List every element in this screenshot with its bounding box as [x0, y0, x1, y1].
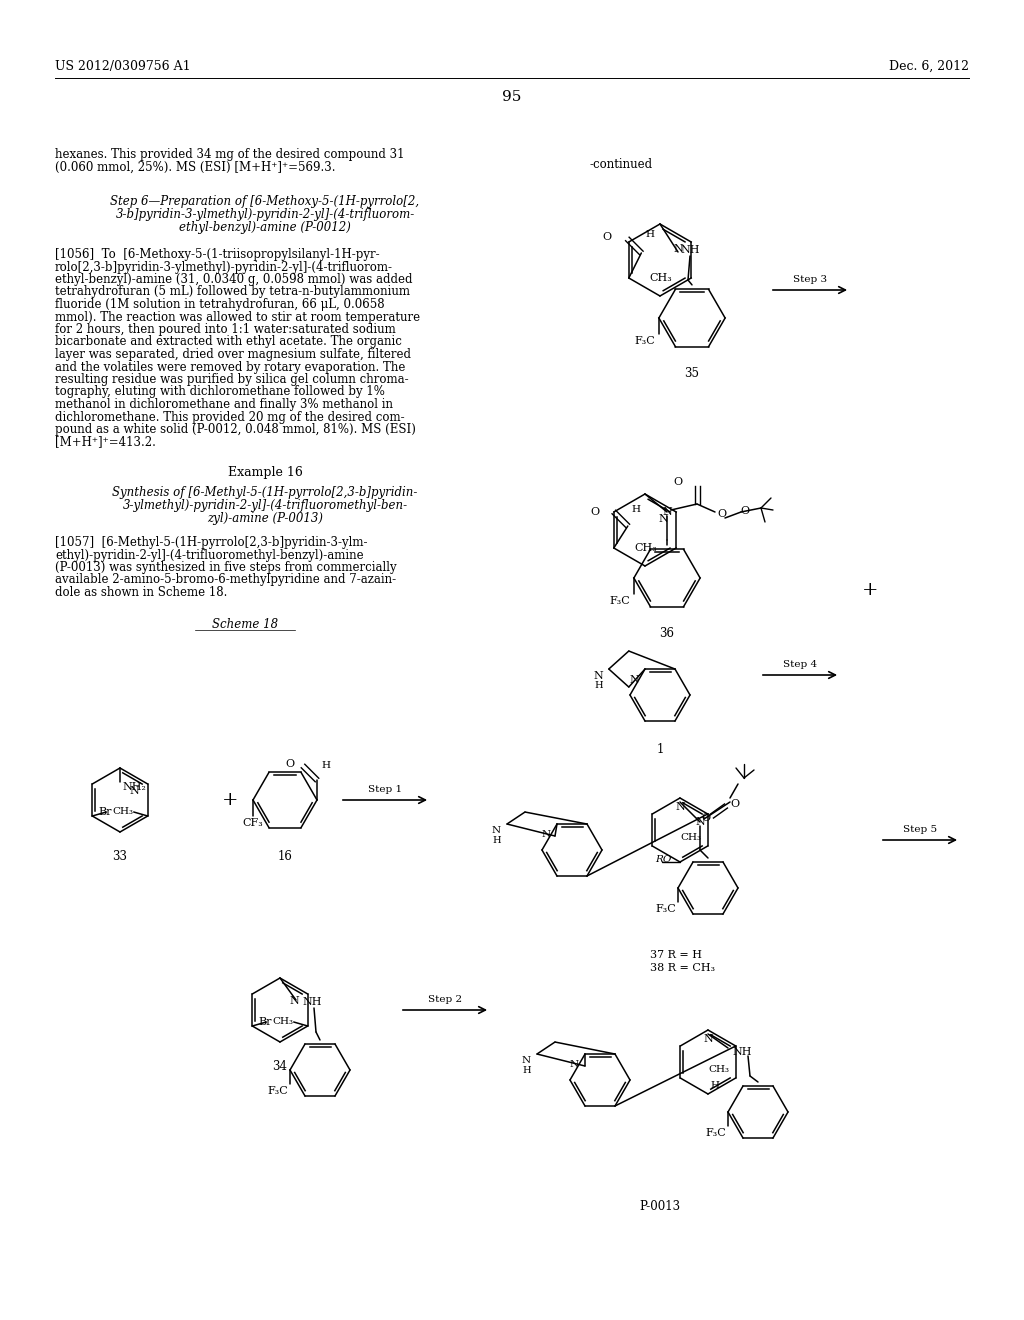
Text: N: N — [675, 803, 685, 812]
Text: CH₃: CH₃ — [272, 1018, 294, 1027]
Text: O: O — [717, 510, 726, 519]
Text: N: N — [703, 1034, 713, 1044]
Text: O: O — [700, 813, 710, 822]
Text: N: N — [674, 244, 683, 253]
Text: Step 1: Step 1 — [368, 785, 402, 795]
Text: N: N — [130, 785, 139, 796]
Text: mmol). The reaction was allowed to stir at room temperature: mmol). The reaction was allowed to stir … — [55, 310, 420, 323]
Text: available 2-amino-5-bromo-6-methylpyridine and 7-azain-: available 2-amino-5-bromo-6-methylpyridi… — [55, 573, 396, 586]
Text: CH₃: CH₃ — [681, 833, 701, 842]
Text: Step 5: Step 5 — [903, 825, 937, 834]
Text: Br: Br — [98, 807, 112, 817]
Text: 16: 16 — [278, 850, 293, 863]
Text: CF₃: CF₃ — [243, 818, 263, 828]
Text: F₃C: F₃C — [609, 597, 630, 606]
Text: Example 16: Example 16 — [227, 466, 302, 479]
Text: H: H — [710, 1081, 719, 1090]
Text: dole as shown in Scheme 18.: dole as shown in Scheme 18. — [55, 586, 227, 599]
Text: ethyl)-pyridin-2-yl]-(4-trifluoromethyl-benzyl)-amine: ethyl)-pyridin-2-yl]-(4-trifluoromethyl-… — [55, 549, 364, 561]
Text: methanol in dichloromethane and finally 3% methanol in: methanol in dichloromethane and finally … — [55, 399, 393, 411]
Text: fluoride (1M solution in tetrahydrofuran, 66 μL, 0.0658: fluoride (1M solution in tetrahydrofuran… — [55, 298, 385, 312]
Text: O: O — [286, 759, 295, 770]
Text: N: N — [542, 830, 551, 840]
Text: CH₃: CH₃ — [650, 273, 673, 282]
Text: 1: 1 — [656, 743, 664, 756]
Text: rolo[2,3-b]pyridin-3-ylmethyl)-pyridin-2-yl]-(4-trifluorom-: rolo[2,3-b]pyridin-3-ylmethyl)-pyridin-2… — [55, 260, 393, 273]
Text: H: H — [645, 230, 654, 239]
Text: F₃C: F₃C — [267, 1086, 288, 1096]
Text: H: H — [594, 681, 603, 690]
Text: RO: RO — [655, 855, 672, 865]
Text: [1056]  To  [6-Methoxy-5-(1-triisopropylsilanyl-1H-pyr-: [1056] To [6-Methoxy-5-(1-triisopropylsi… — [55, 248, 380, 261]
Text: F₃C: F₃C — [706, 1129, 726, 1138]
Text: NH: NH — [732, 1047, 752, 1057]
Text: Synthesis of [6-Methyl-5-(1H-pyrrolo[2,3-b]pyridin-: Synthesis of [6-Methyl-5-(1H-pyrrolo[2,3… — [113, 486, 418, 499]
Text: Step 2: Step 2 — [428, 995, 462, 1005]
Text: hexanes. This provided 34 mg of the desired compound 31: hexanes. This provided 34 mg of the desi… — [55, 148, 404, 161]
Text: US 2012/0309756 A1: US 2012/0309756 A1 — [55, 59, 190, 73]
Text: Step 6—Preparation of [6-Methoxy-5-(1H-pyrrolo[2,: Step 6—Preparation of [6-Methoxy-5-(1H-p… — [111, 195, 420, 209]
Text: Step 4: Step 4 — [783, 660, 817, 669]
Text: O: O — [674, 477, 683, 487]
Text: NH₂: NH₂ — [122, 781, 145, 792]
Text: Scheme 18: Scheme 18 — [212, 619, 279, 631]
Text: [1057]  [6-Methyl-5-(1H-pyrrolo[2,3-b]pyridin-3-ylm-: [1057] [6-Methyl-5-(1H-pyrrolo[2,3-b]pyr… — [55, 536, 368, 549]
Text: bicarbonate and extracted with ethyl acetate. The organic: bicarbonate and extracted with ethyl ace… — [55, 335, 401, 348]
Text: [M+H⁺]⁺=413.2.: [M+H⁺]⁺=413.2. — [55, 436, 156, 449]
Text: +: + — [222, 791, 239, 809]
Text: NH: NH — [680, 246, 699, 255]
Text: H: H — [632, 506, 641, 513]
Text: -continued: -continued — [590, 158, 653, 172]
Text: ethyl-benzyl)-amine (31, 0.0340 g, 0.0598 mmol) was added: ethyl-benzyl)-amine (31, 0.0340 g, 0.059… — [55, 273, 413, 286]
Text: (P-0013) was synthesized in five steps from commercially: (P-0013) was synthesized in five steps f… — [55, 561, 396, 574]
Text: F₃C: F₃C — [655, 904, 676, 913]
Text: O: O — [602, 232, 611, 242]
Text: 36: 36 — [659, 627, 675, 640]
Text: tetrahydrofuran (5 mL) followed by tetra-n-butylammonium: tetrahydrofuran (5 mL) followed by tetra… — [55, 285, 410, 298]
Text: O: O — [730, 799, 739, 809]
Text: N: N — [630, 675, 639, 685]
Text: CH₃: CH₃ — [635, 543, 657, 553]
Text: P-0013: P-0013 — [639, 1200, 681, 1213]
Text: O: O — [591, 507, 600, 517]
Text: tography, eluting with dichloromethane followed by 1%: tography, eluting with dichloromethane f… — [55, 385, 385, 399]
Text: N: N — [658, 513, 669, 524]
Text: zyl)-amine (P-0013): zyl)-amine (P-0013) — [207, 512, 323, 525]
Text: 37 R = H: 37 R = H — [650, 950, 702, 960]
Text: 3-ylmethyl)-pyridin-2-yl]-(4-trifluoromethyl-ben-: 3-ylmethyl)-pyridin-2-yl]-(4-trifluorome… — [123, 499, 408, 512]
Text: CH₃: CH₃ — [113, 808, 134, 817]
Text: 33: 33 — [113, 850, 128, 863]
Text: Br: Br — [258, 1016, 271, 1027]
Text: N: N — [570, 1060, 579, 1069]
Text: and the volatiles were removed by rotary evaporation. The: and the volatiles were removed by rotary… — [55, 360, 406, 374]
Text: (0.060 mmol, 25%). MS (ESI) [M+H⁺]⁺=569.3.: (0.060 mmol, 25%). MS (ESI) [M+H⁺]⁺=569.… — [55, 161, 336, 173]
Text: 34: 34 — [272, 1060, 288, 1073]
Text: 95: 95 — [503, 90, 521, 104]
Text: resulting residue was purified by silica gel column chroma-: resulting residue was purified by silica… — [55, 374, 409, 385]
Text: F₃C: F₃C — [634, 337, 655, 346]
Text: H: H — [493, 836, 501, 845]
Text: N: N — [593, 671, 603, 681]
Text: for 2 hours, then poured into 1:1 water:saturated sodium: for 2 hours, then poured into 1:1 water:… — [55, 323, 395, 337]
Text: O: O — [740, 506, 750, 516]
Text: 35: 35 — [684, 367, 699, 380]
Text: 38 R = CH₃: 38 R = CH₃ — [650, 964, 715, 973]
Text: N: N — [290, 997, 300, 1006]
Text: H: H — [522, 1067, 531, 1074]
Text: NH: NH — [302, 997, 322, 1007]
Text: Step 3: Step 3 — [793, 275, 827, 284]
Text: Dec. 6, 2012: Dec. 6, 2012 — [889, 59, 969, 73]
Text: 3-b]pyridin-3-ylmethyl)-pyridin-2-yl]-(4-trifluorom-: 3-b]pyridin-3-ylmethyl)-pyridin-2-yl]-(4… — [116, 209, 415, 220]
Text: dichloromethane. This provided 20 mg of the desired com-: dichloromethane. This provided 20 mg of … — [55, 411, 404, 424]
Text: N: N — [663, 507, 672, 517]
Text: CH₃: CH₃ — [709, 1065, 730, 1074]
Text: N: N — [695, 817, 705, 828]
Text: H: H — [321, 762, 330, 771]
Text: ethyl-benzyl)-amine (P-0012): ethyl-benzyl)-amine (P-0012) — [179, 220, 351, 234]
Text: N: N — [522, 1056, 531, 1065]
Text: layer was separated, dried over magnesium sulfate, filtered: layer was separated, dried over magnesiu… — [55, 348, 411, 360]
Text: N: N — [492, 826, 501, 836]
Text: +: + — [862, 581, 879, 599]
Text: pound as a white solid (P-0012, 0.048 mmol, 81%). MS (ESI): pound as a white solid (P-0012, 0.048 mm… — [55, 422, 416, 436]
